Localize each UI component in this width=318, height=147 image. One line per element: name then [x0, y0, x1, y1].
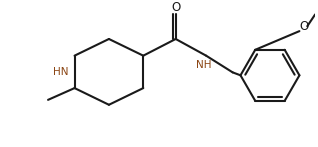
Text: HN: HN: [53, 67, 69, 77]
Text: O: O: [300, 20, 309, 33]
Text: NH: NH: [197, 60, 212, 70]
Text: O: O: [171, 1, 180, 14]
